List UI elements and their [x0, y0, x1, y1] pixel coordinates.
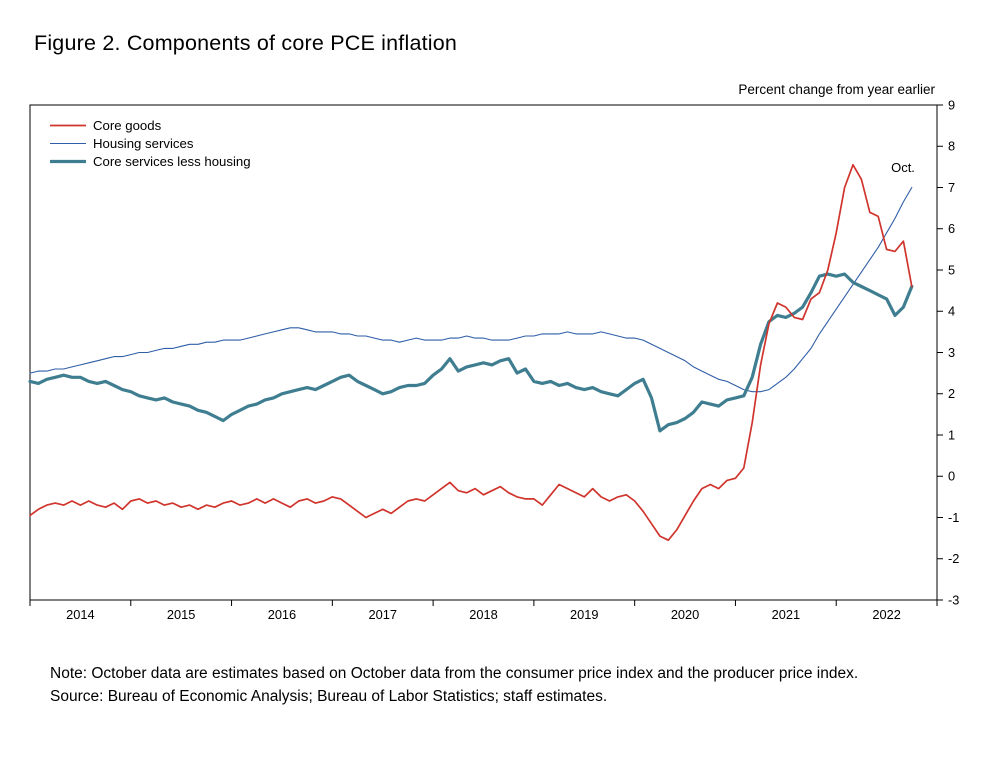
- x-tick-label: 2020: [671, 607, 699, 622]
- x-tick-label: 2014: [66, 607, 94, 622]
- y-tick-label: -2: [948, 551, 959, 566]
- x-tick-label: 2019: [570, 607, 598, 622]
- note-text: Note: October data are estimates based o…: [50, 665, 859, 682]
- y-tick-label: 1: [948, 427, 955, 442]
- series-line-housing-services: [29, 186, 913, 393]
- series-line-core-services-less-housing: [28, 272, 914, 433]
- y-tick-label: 0: [948, 469, 955, 484]
- legend-label-core-goods: Core goods: [93, 118, 162, 133]
- x-tick-label: 2017: [368, 607, 396, 622]
- source-text: Source: Bureau of Economic Analysis; Bur…: [50, 688, 608, 706]
- y-tick-label: 2: [948, 386, 955, 401]
- y-tick-label: 4: [948, 304, 955, 319]
- figure-title: Figure 2. Components of core PCE inflati…: [34, 31, 458, 55]
- y-tick-label: 9: [948, 97, 955, 112]
- legend-label-core-services-less-housing: Core services less housing: [93, 154, 251, 169]
- plot-frame: [29, 104, 938, 601]
- legend-label-housing-services: Housing services: [93, 136, 194, 151]
- annotation-latest-month: Oct.: [891, 160, 915, 175]
- y-tick-label: 5: [948, 262, 955, 277]
- y-tick-label: -1: [948, 510, 959, 525]
- unit-label: Percent change from year earlier: [738, 82, 935, 97]
- x-tick-label: 2016: [268, 607, 296, 622]
- y-tick-label: 6: [948, 221, 955, 236]
- x-tick-label: 2015: [167, 607, 195, 622]
- x-tick-label: 2021: [772, 607, 800, 622]
- x-tick-label: 2018: [469, 607, 497, 622]
- x-tick-label: 2022: [872, 607, 900, 622]
- chart-canvas: 9 8 7 6 5 4 3 2 1 0 -1 -2 -3 2014 2015 2016 2017 2018 2019…: [28, 97, 959, 622]
- series-line-core-goods: [29, 163, 913, 542]
- y-tick-label: 7: [948, 180, 955, 195]
- y-tick-label: 3: [948, 345, 955, 360]
- y-tick-label: 8: [948, 139, 955, 154]
- notes-block: Note: October data are estimates based o…: [36, 662, 952, 709]
- y-tick-label: -3: [948, 592, 959, 607]
